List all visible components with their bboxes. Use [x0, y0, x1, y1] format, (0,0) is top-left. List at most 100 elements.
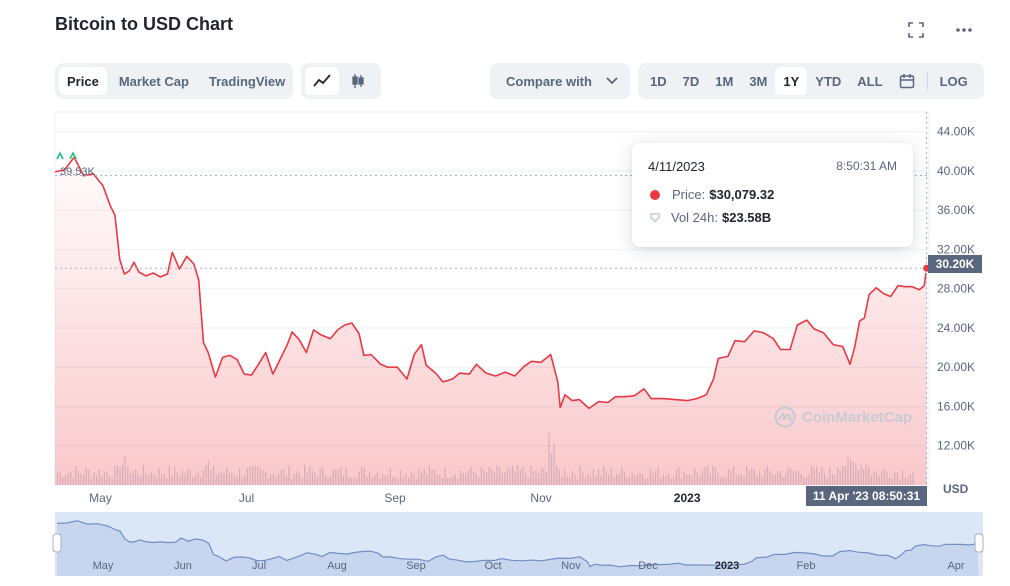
volume-bar — [423, 468, 425, 485]
volume-bar — [278, 473, 280, 485]
volume-bar — [660, 477, 662, 485]
volume-bar — [545, 471, 547, 485]
volume-bar — [462, 472, 464, 485]
volume-bar — [348, 476, 350, 485]
volume-bar — [80, 473, 82, 485]
volume-bar — [140, 476, 142, 485]
volume-bar — [597, 468, 599, 485]
compare-dropdown[interactable]: Compare with — [490, 63, 630, 99]
date-range-button[interactable] — [891, 67, 923, 95]
volume-bar — [772, 474, 774, 485]
navigator-right-handle[interactable] — [974, 533, 984, 553]
fullscreen-icon[interactable] — [906, 20, 926, 40]
volume-bar — [504, 472, 506, 485]
volume-bar — [665, 475, 667, 485]
volume-bar — [878, 475, 880, 485]
volume-bar — [218, 472, 220, 485]
line-chart-button[interactable] — [305, 67, 339, 95]
volume-bar — [358, 471, 360, 485]
candlestick-button[interactable] — [341, 67, 375, 95]
volume-bar — [649, 468, 651, 485]
range-1y[interactable]: 1Y — [775, 67, 808, 95]
volume-bar — [813, 468, 815, 485]
volume-bar — [408, 477, 410, 485]
volume-bar — [873, 471, 875, 485]
volume-bar — [730, 470, 732, 485]
volume-bar — [379, 478, 381, 485]
volume-bar — [478, 477, 480, 485]
volume-bar — [363, 467, 365, 485]
range-7d[interactable]: 7D — [682, 73, 700, 89]
tooltip-price-value: $30,079.32 — [709, 187, 775, 202]
volume-bar — [200, 477, 202, 485]
volume-bar — [569, 476, 571, 485]
volume-bar — [376, 472, 378, 485]
volume-bar — [527, 477, 529, 485]
page-title: Bitcoin to USD Chart — [55, 14, 233, 34]
volume-bar — [556, 465, 558, 485]
tab-market-cap[interactable]: Market Cap — [118, 73, 189, 89]
volume-bar — [701, 470, 703, 485]
y-tick-label: 20.00K — [937, 360, 975, 374]
volume-bar — [252, 465, 254, 485]
volume-bar — [150, 471, 152, 485]
volume-bar — [551, 453, 553, 485]
volume-bar — [696, 472, 698, 485]
range-ytd[interactable]: YTD — [815, 73, 842, 89]
x-tick-label: Nov — [530, 491, 551, 505]
volume-bar — [535, 469, 537, 485]
volume-bar — [496, 465, 498, 485]
volume-bar — [441, 477, 443, 485]
volume-bar — [753, 469, 755, 485]
volume-bar — [844, 466, 846, 485]
volume-bar — [566, 476, 568, 485]
volume-bar — [834, 475, 836, 485]
range-1d[interactable]: 1D — [650, 73, 667, 89]
volume-bar — [428, 465, 430, 485]
tab-tradingview[interactable]: TradingView — [208, 73, 286, 89]
volume-bar — [579, 465, 581, 485]
volume-bar — [603, 466, 605, 485]
volume-bar — [431, 468, 433, 485]
volume-bar — [509, 467, 511, 485]
compare-label: Compare with — [506, 73, 592, 89]
log-scale-toggle[interactable]: LOG — [939, 73, 968, 89]
volume-bar — [499, 466, 501, 485]
y-tick-label: 16.00K — [937, 399, 975, 413]
navigator-left-handle[interactable] — [52, 533, 62, 553]
volume-bar — [746, 466, 748, 485]
range-selector: 1D 7D 1M 3M 1Y YTD ALL LOG — [638, 63, 984, 99]
range-all[interactable]: ALL — [857, 73, 883, 89]
range-1m[interactable]: 1M — [715, 73, 734, 89]
volume-bar — [392, 477, 394, 485]
volume-bar — [67, 472, 69, 485]
y-tick-label: 24.00K — [937, 321, 975, 335]
volume-bar — [904, 477, 906, 485]
volume-bar — [83, 475, 85, 485]
volume-bar — [785, 473, 787, 485]
volume-bar — [77, 470, 79, 485]
volume-bar — [655, 471, 657, 485]
more-options-icon[interactable] — [954, 20, 974, 40]
volume-bar — [816, 466, 818, 485]
volume-bar — [384, 475, 386, 485]
volume-bar — [241, 477, 243, 485]
volume-bar — [668, 473, 670, 485]
y-tick-label: 12.00K — [937, 439, 975, 453]
volume-bar — [353, 477, 355, 485]
volume-bar — [415, 478, 417, 485]
volume-bar — [678, 467, 680, 485]
volume-bar — [75, 466, 77, 485]
volume-bar — [839, 470, 841, 485]
volume-bar — [595, 475, 597, 485]
range-3m[interactable]: 3M — [749, 73, 768, 89]
volume-bar — [64, 475, 66, 485]
volume-bar — [850, 459, 852, 485]
volume-bar — [889, 477, 891, 485]
tab-price[interactable]: Price — [59, 67, 107, 95]
candlestick-icon — [352, 74, 364, 88]
volume-bar — [902, 470, 904, 485]
volume-bar — [691, 475, 693, 485]
x-tick-label: May — [89, 491, 112, 505]
volume-bar — [738, 474, 740, 485]
